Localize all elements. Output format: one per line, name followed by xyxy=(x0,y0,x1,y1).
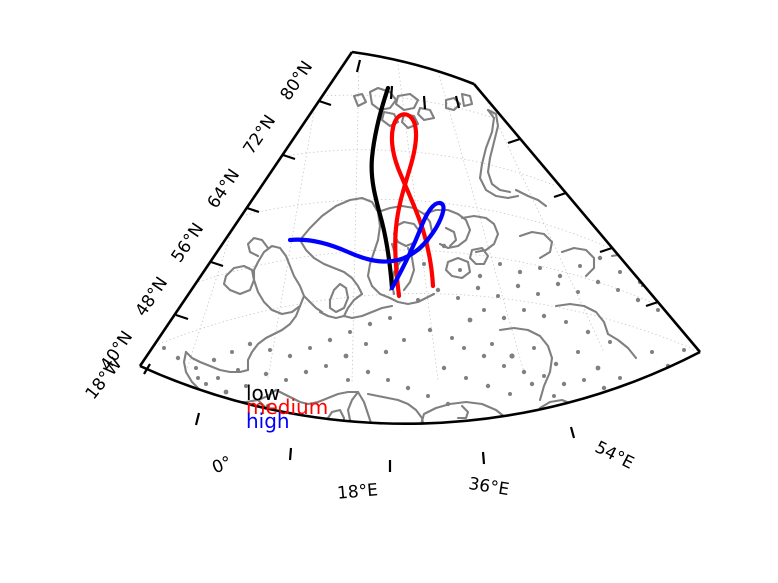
border-top-arc xyxy=(351,50,475,86)
lat-label-48N: 48°N xyxy=(132,274,173,321)
lon-label-36E: 36°E xyxy=(467,474,511,500)
border-bottom-arc xyxy=(139,350,701,426)
legend-item-low: low xyxy=(246,381,280,405)
graticule-meridians xyxy=(185,52,677,383)
legend: low medium high xyxy=(246,381,328,433)
lat-label-72N: 72°N xyxy=(240,112,281,159)
map-border xyxy=(138,50,701,426)
lon-label-18E: 18°E xyxy=(336,480,378,503)
trajectories xyxy=(287,85,446,299)
ticks xyxy=(143,59,659,472)
legend-item-high: high xyxy=(246,409,290,433)
latitude-labels: 80°N 72°N 64°N 56°N 48°N 40°N xyxy=(97,58,318,375)
lon-label-0: 0° xyxy=(209,452,234,478)
lat-label-64N: 64°N xyxy=(204,166,245,213)
lat-label-80N: 80°N xyxy=(277,58,318,105)
trajectory-medium xyxy=(389,112,436,299)
lat-label-56N: 56°N xyxy=(168,220,209,267)
lon-label-54E: 54°E xyxy=(592,437,637,473)
trajectory-low xyxy=(369,85,395,291)
trajectory-high xyxy=(287,200,446,291)
legend-item-medium: medium xyxy=(246,395,328,419)
border-left-edge xyxy=(138,51,354,367)
border-right-edge xyxy=(473,83,701,353)
lon-label-18W: 18°W xyxy=(82,354,127,403)
